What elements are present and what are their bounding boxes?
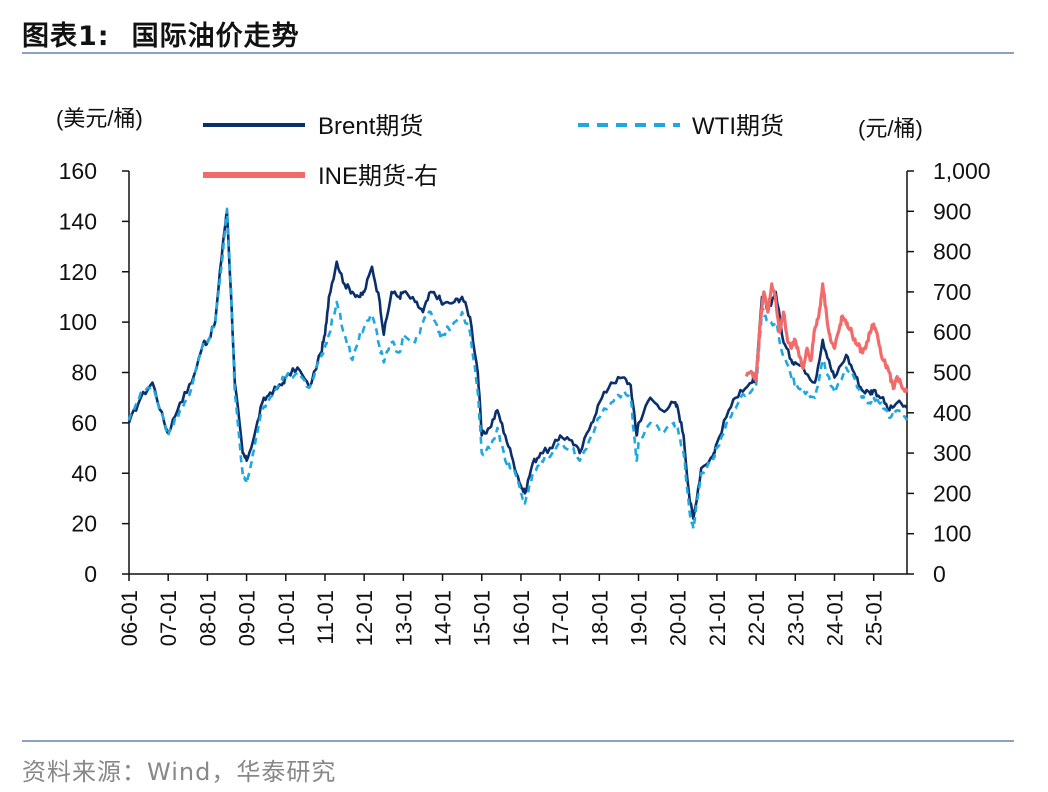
series-group [127,207,909,530]
right-tick-label: 800 [933,239,971,265]
figure-number: 图表1: [22,21,110,52]
right-tick-label: 900 [933,198,971,224]
right-tick-label: 1,000 [933,158,991,184]
left-tick-label: 160 [59,158,97,184]
left-tick-label: 20 [71,511,97,537]
footer-rule [22,740,1014,742]
x-tick-label: 23-01 [783,590,808,646]
right-tick-label: 600 [933,319,971,345]
x-tick-label: 06-01 [117,590,142,646]
x-tick-label: 10-01 [274,590,299,646]
left-tick-label: 80 [71,360,97,386]
right-tick-label: 200 [933,480,971,506]
series-line-wti [127,207,909,530]
left-tick-label: 0 [84,561,97,587]
legend-label-brent: Brent期货 [318,113,423,140]
right-axis-unit: (元/桶) [858,116,923,141]
figure-title-text: 国际油价走势 [131,21,300,52]
x-tick-label: 11-01 [313,590,338,645]
axes-group: 0 20 40 60 80 100 120 140 160 0 100 200 300 400 500 600… [59,158,991,646]
right-tick-label: 0 [933,561,946,587]
right-tick-label: 300 [933,440,971,466]
x-tick-label: 18-01 [587,590,612,646]
x-tick-label: 22-01 [744,590,769,646]
source-note: 资料来源：Wind，华泰研究 [22,758,337,786]
x-tick-label: 14-01 [431,590,456,646]
left-tick-label: 60 [71,410,97,436]
x-tick-label: 08-01 [195,590,220,646]
title-rule [22,52,1014,54]
series-line-ine [744,282,909,394]
figure-title: 图表1: 国际油价走势 [22,14,300,53]
legend: Brent期货 WTI期货 INE期货-右 [203,113,784,190]
x-tick-label: 16-01 [509,590,534,646]
x-tick-label: 17-01 [548,590,573,646]
left-tick-label: 40 [71,460,97,486]
x-tick-label: 15-01 [470,590,495,646]
x-tick-label: 12-01 [352,590,377,646]
right-tick-label: 700 [933,279,971,305]
x-tick-label: 25-01 [862,590,887,646]
legend-label-ine: INE期货-右 [318,163,438,190]
left-tick-label: 140 [59,208,97,234]
x-tick-label: 09-01 [235,590,260,646]
oil-price-chart: 0 20 40 60 80 100 120 140 160 0 100 200 300 400 500 600… [56,106,991,646]
series-line-brent [127,210,908,520]
left-tick-label: 100 [59,309,97,335]
x-tick-label: 20-01 [666,590,691,646]
x-tick-label: 19-01 [627,590,652,646]
x-tick-label: 07-01 [156,590,181,646]
x-tick-label: 13-01 [391,590,416,646]
x-tick-label: 24-01 [822,590,847,646]
right-tick-label: 100 [933,521,971,547]
x-tick-label: 21-01 [705,590,730,646]
legend-label-wti: WTI期货 [692,113,784,140]
left-axis-unit: (美元/桶) [56,106,143,131]
right-tick-label: 500 [933,360,971,386]
right-tick-label: 400 [933,400,971,426]
left-tick-label: 120 [59,259,97,285]
